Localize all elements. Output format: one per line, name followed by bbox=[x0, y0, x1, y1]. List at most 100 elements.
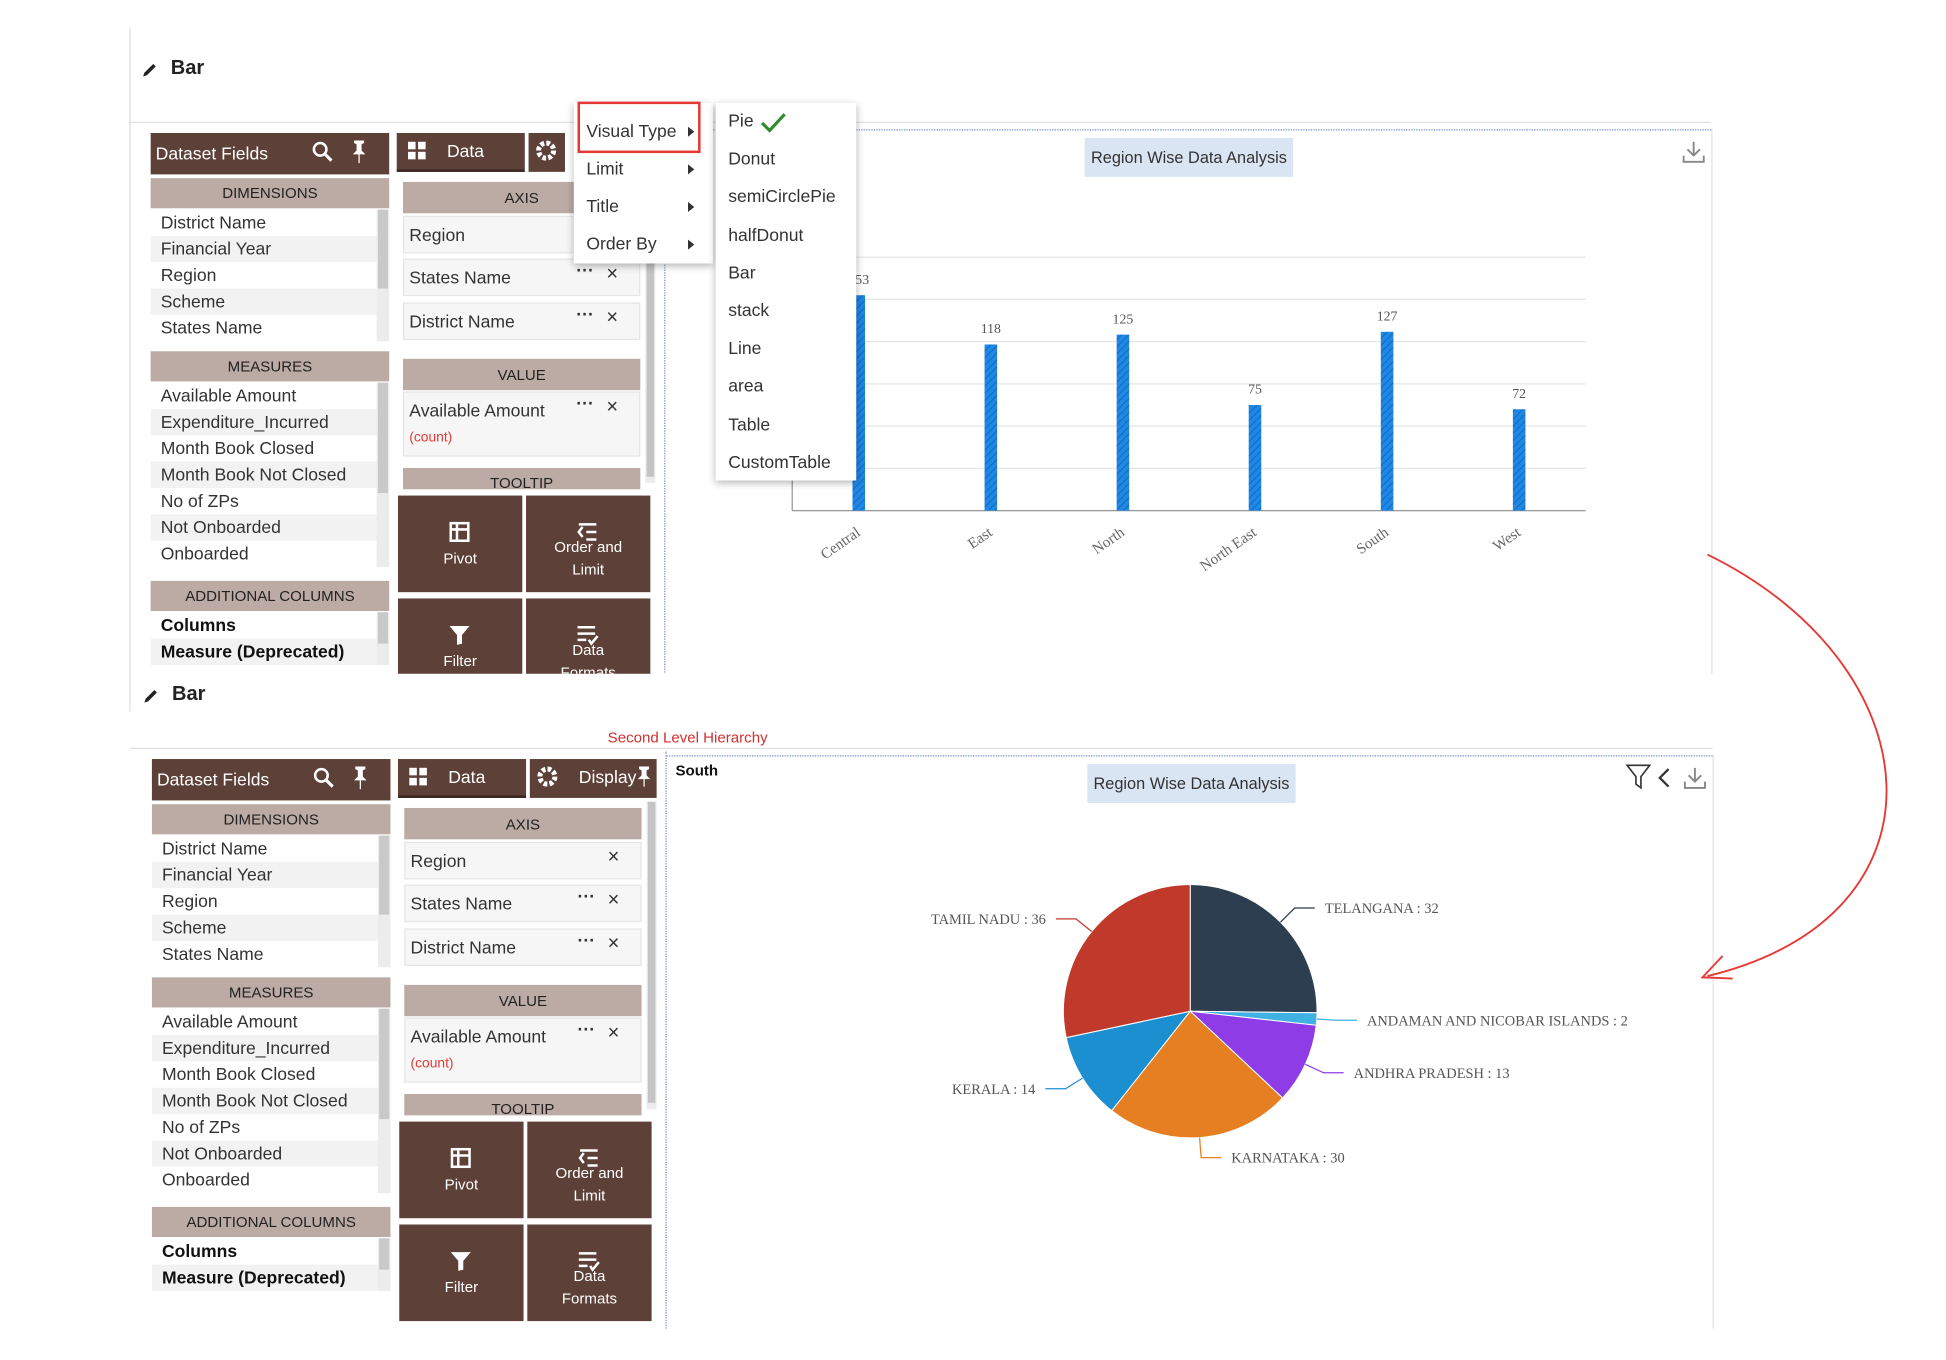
handle bbox=[324, 153, 333, 162]
g bbox=[450, 1252, 471, 1271]
chart-border bbox=[665, 751, 667, 1329]
button-label: Pivot bbox=[444, 1175, 479, 1194]
panel: Bar Dataset Fields DIMENSIONS District Name… bbox=[0, 0, 1946, 674]
field-item[interactable]: States Name bbox=[150, 314, 377, 342]
field-item[interactable]: Month Book Not Closed bbox=[150, 461, 377, 489]
submenu-item[interactable]: Line bbox=[728, 337, 762, 358]
value-name: Available Amount bbox=[409, 400, 545, 421]
tool-button[interactable]: Data Formats bbox=[526, 598, 651, 674]
button-icon bbox=[449, 521, 470, 542]
field-item[interactable]: Region bbox=[150, 262, 377, 289]
submenu-item[interactable]: Table bbox=[728, 413, 771, 434]
submenu-arrow bbox=[688, 126, 695, 137]
value-item[interactable]: Available Amount (count) ··· × bbox=[403, 391, 641, 457]
field-item[interactable]: Month Book Closed bbox=[150, 435, 377, 462]
tab-label[interactable]: Display bbox=[578, 766, 637, 787]
button-icon bbox=[449, 626, 470, 645]
pin-icon bbox=[352, 140, 366, 164]
submenu-item[interactable]: halfDonut bbox=[728, 224, 804, 245]
tab-label[interactable]: Data bbox=[448, 766, 486, 787]
field-item[interactable]: Measure (Deprecated) bbox=[150, 638, 377, 665]
field-item[interactable]: Onboarded bbox=[151, 1166, 378, 1194]
field-item[interactable]: Scheme bbox=[151, 914, 378, 941]
field-item[interactable]: District Name bbox=[151, 835, 378, 862]
tool-button[interactable]: Data Formats bbox=[527, 1224, 652, 1322]
remove-icon[interactable]: × bbox=[607, 889, 620, 911]
scroll-thumb bbox=[377, 612, 388, 644]
g bbox=[450, 523, 469, 541]
tab-label[interactable]: Data bbox=[446, 140, 485, 161]
g bbox=[578, 1149, 598, 1167]
slice-label: KARNATAKA : 30 bbox=[1231, 1151, 1344, 1167]
menu-item[interactable]: Limit bbox=[586, 158, 624, 179]
annotation: Second Level Hierarchy bbox=[607, 728, 768, 747]
pencil bbox=[143, 63, 156, 77]
value-aggregation: (count) bbox=[410, 1056, 454, 1072]
field-item[interactable]: Financial Year bbox=[150, 235, 377, 263]
leader-line bbox=[1279, 907, 1315, 923]
submenu-item[interactable]: Bar bbox=[728, 261, 756, 283]
field-item[interactable]: Region bbox=[151, 888, 378, 915]
field-item[interactable]: Month Book Closed bbox=[151, 1061, 378, 1088]
submenu-item[interactable]: semiCirclePie bbox=[728, 186, 836, 207]
remove-icon[interactable]: × bbox=[607, 1022, 620, 1044]
field-item[interactable]: States Name bbox=[151, 940, 378, 968]
submenu-item[interactable]: CustomTable bbox=[728, 451, 831, 472]
field-item[interactable]: Expenditure_Incurred bbox=[151, 1035, 378, 1062]
remove-icon[interactable]: × bbox=[607, 933, 620, 955]
remove-icon[interactable]: × bbox=[606, 263, 619, 285]
axis-item[interactable]: States Name ··· × bbox=[403, 258, 641, 297]
axis-item[interactable]: District Name ··· × bbox=[403, 302, 641, 340]
tool-button[interactable]: Order and Limit bbox=[526, 495, 651, 593]
section-header: MEASURES bbox=[150, 351, 390, 382]
section-header: ADDITIONAL COLUMNS bbox=[150, 580, 390, 611]
submenu-item[interactable]: area bbox=[728, 375, 764, 396]
remove-icon[interactable]: × bbox=[607, 846, 620, 869]
tool-button[interactable]: Filter bbox=[399, 1224, 524, 1322]
submenu-arrow bbox=[688, 201, 695, 213]
field-item[interactable]: Columns bbox=[151, 1238, 378, 1265]
chart: TELANGANA : 32 ANDAMAN AND NICOBAR ISLAND… bbox=[931, 883, 1628, 1167]
gear-hub bbox=[544, 773, 551, 780]
submenu-item[interactable]: Pie bbox=[728, 110, 754, 131]
field-item[interactable]: No of ZPs bbox=[150, 488, 377, 515]
axis-item[interactable]: District Name ··· × bbox=[404, 928, 642, 967]
tool-button[interactable]: Filter bbox=[397, 598, 523, 674]
axis-item[interactable]: Region × bbox=[404, 841, 642, 880]
menu-item[interactable]: Visual Type bbox=[586, 120, 677, 141]
remove-icon[interactable]: × bbox=[606, 307, 619, 329]
submenu-item[interactable]: Donut bbox=[728, 148, 776, 169]
field-item[interactable]: Month Book Not Closed bbox=[151, 1087, 378, 1115]
value-item[interactable]: Available Amount (count) ··· × bbox=[404, 1017, 642, 1083]
field-item[interactable]: Measure (Deprecated) bbox=[151, 1264, 378, 1291]
scroll-thumb bbox=[646, 175, 655, 477]
field-item[interactable]: Financial Year bbox=[151, 861, 378, 889]
scroll-thumb bbox=[377, 382, 388, 494]
pin bbox=[354, 766, 367, 790]
field-item[interactable]: Scheme bbox=[150, 288, 377, 315]
field-item[interactable]: No of ZPs bbox=[151, 1114, 378, 1141]
gear-icon bbox=[536, 140, 557, 161]
submenu-item[interactable]: stack bbox=[728, 299, 770, 320]
field-item[interactable]: Onboarded bbox=[150, 540, 377, 568]
menu-item[interactable]: Title bbox=[586, 195, 619, 216]
download-icon bbox=[1683, 767, 1706, 789]
field-item[interactable]: Available Amount bbox=[151, 1008, 378, 1036]
menu-item[interactable]: Order By bbox=[586, 233, 657, 254]
chart-title: Region Wise Data Analysis bbox=[1084, 138, 1294, 177]
field-item[interactable]: Expenditure_Incurred bbox=[150, 408, 377, 436]
axis-name: District Name bbox=[410, 937, 517, 958]
remove-icon[interactable]: × bbox=[606, 396, 619, 418]
panel: Bar Dataset Fields DIMENSIONS District Name… bbox=[1, 626, 1946, 1329]
field-item[interactable]: Not Onboarded bbox=[151, 1140, 378, 1167]
more-icon: ··· bbox=[576, 259, 594, 280]
tool-button[interactable]: Order and Limit bbox=[527, 1121, 652, 1219]
field-item[interactable]: Not Onboarded bbox=[150, 514, 377, 541]
axis-item[interactable]: States Name ··· × bbox=[404, 884, 642, 923]
field-item[interactable]: Available Amount bbox=[150, 382, 377, 409]
tool-button[interactable]: Pivot bbox=[399, 1121, 524, 1219]
field-item[interactable]: District Name bbox=[150, 209, 377, 236]
field-item[interactable]: Columns bbox=[150, 612, 377, 639]
tool-button[interactable]: Pivot bbox=[397, 495, 523, 593]
